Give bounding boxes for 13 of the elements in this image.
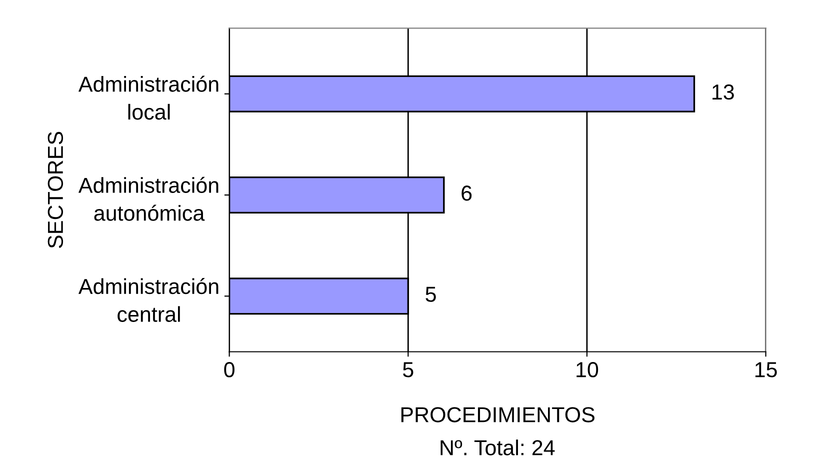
text: Nº. Total: 24	[440, 440, 555, 456]
y-tick-label: Administración local	[78, 76, 218, 120]
x-tick-label: 15	[755, 362, 777, 378]
x-tick-label: 0	[224, 362, 234, 378]
data-label: 5	[426, 286, 436, 302]
y-tick-label: Administración autonómica	[78, 176, 218, 221]
data-label: 6	[462, 186, 472, 201]
data-label: 13	[712, 84, 734, 100]
y-tick-label: Administración central	[78, 278, 218, 322]
y-axis-title: SECTORES	[48, 132, 64, 248]
x-axis-title: PROCEDIMIENTOS	[401, 407, 594, 422]
x-tick-label: 5	[403, 362, 414, 378]
x-tick-label: 10	[576, 362, 598, 378]
